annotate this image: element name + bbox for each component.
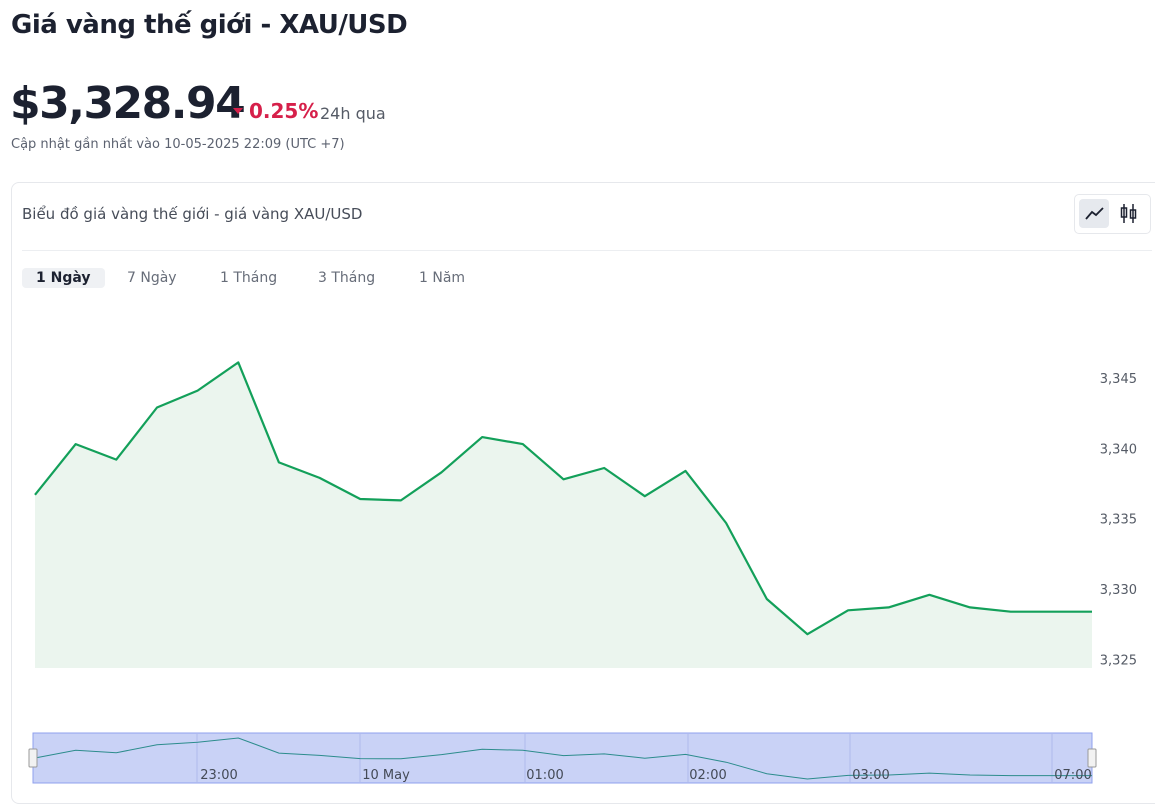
range-tab[interactable]: 1 Tháng — [220, 270, 278, 286]
navigator-label: 10 May — [362, 768, 410, 783]
navigator-handle[interactable] — [28, 748, 38, 768]
down-arrow — [233, 108, 243, 114]
navigator-line — [34, 737, 1092, 780]
chart-type-switch — [1074, 194, 1151, 234]
navigator-label: 01:00 — [526, 768, 563, 783]
y-tick-label: 3,335 — [1100, 513, 1137, 528]
price: $3,328.94 — [10, 78, 246, 129]
page-title: Giá vàng thế giới - XAU/USD — [11, 10, 408, 40]
y-tick-label: 3,340 — [1100, 442, 1137, 457]
navigator-label: 02:00 — [689, 768, 726, 783]
range-tab[interactable]: 3 Tháng — [318, 270, 376, 286]
range-tab[interactable]: 1 Năm — [419, 270, 466, 286]
updated-time: Cập nhật gần nhất vào 10-05-2025 22:09 (… — [11, 137, 345, 152]
chart-card — [11, 182, 1155, 804]
range-tab[interactable]: 7 Ngày — [127, 270, 177, 286]
range-tab[interactable]: 1 Ngày — [22, 268, 105, 288]
navigator-label: 03:00 — [852, 768, 889, 783]
navigator-label: 23:00 — [200, 768, 237, 783]
y-tick-label: 3,330 — [1100, 583, 1137, 598]
navigator-handle[interactable] — [1087, 748, 1097, 768]
candle-icon[interactable] — [1120, 204, 1137, 223]
y-tick-label: 3,325 — [1100, 654, 1137, 669]
line — [34, 361, 1092, 636]
chart-type-icons — [1085, 204, 1137, 223]
y-tick-label: 3,345 — [1100, 372, 1137, 387]
navigator-label: 07:00 — [1054, 768, 1091, 783]
line-icon — [1085, 207, 1104, 220]
card-title: Biểu đồ giá vàng thế giới - giá vàng XAU… — [22, 205, 363, 223]
price-change: 0.25% — [249, 99, 319, 123]
period: 24h qua — [320, 104, 386, 123]
divider — [22, 250, 1152, 251]
area — [35, 362, 1092, 668]
